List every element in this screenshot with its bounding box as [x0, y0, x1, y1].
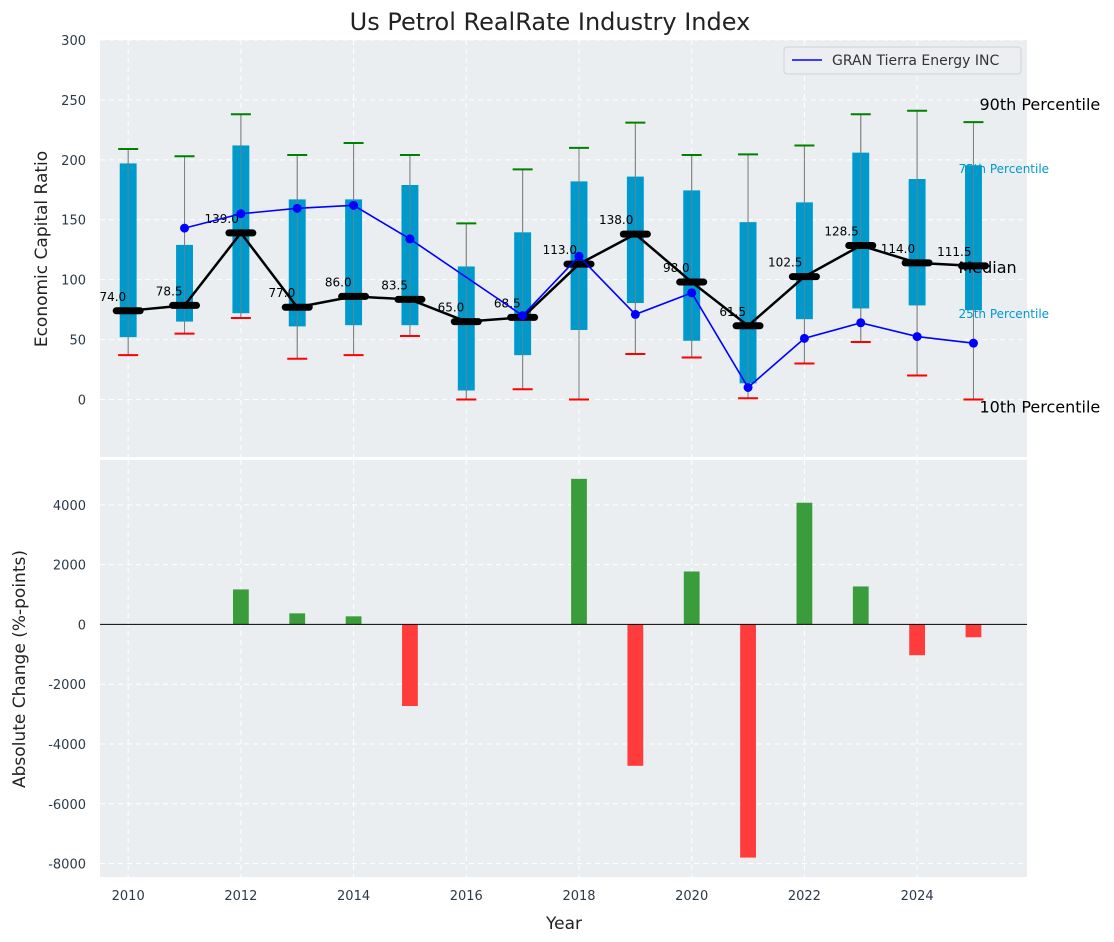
median-label: 128.5 — [824, 225, 858, 239]
median-label: 111.5 — [937, 245, 971, 259]
company-point — [405, 234, 415, 244]
x-tick-label: 2012 — [224, 889, 257, 904]
change-bar — [232, 589, 249, 625]
change-bar — [965, 624, 982, 638]
y-tick-label: -4000 — [48, 738, 86, 753]
legend: GRAN Tierra Energy INC — [783, 46, 1022, 75]
company-point — [630, 309, 640, 319]
x-tick-label: 2010 — [112, 889, 145, 904]
x-tick-label: 2024 — [901, 889, 934, 904]
change-bar — [852, 586, 869, 625]
top-ylabel: Economic Capital Ratio — [32, 151, 52, 347]
change-bar — [402, 624, 418, 707]
change-bar — [345, 616, 362, 625]
median-label: 138.0 — [599, 213, 633, 227]
median-label: 83.5 — [381, 278, 408, 292]
y-tick-label: 0 — [78, 618, 86, 633]
plot-background — [100, 460, 1027, 877]
y-tick-label: 4000 — [53, 499, 86, 514]
company-point — [912, 332, 922, 342]
y-tick-label: 0 — [78, 393, 86, 408]
change-bar — [289, 613, 306, 625]
median-label: 61.5 — [719, 305, 746, 319]
company-point — [349, 200, 359, 210]
annotation-p90: 90th Percentile — [979, 95, 1100, 114]
chart-title: Us Petrol RealRate Industry Index — [350, 8, 751, 36]
y-tick-label: 50 — [69, 334, 86, 349]
company-line — [184, 204, 974, 389]
x-tick-label: 2020 — [675, 889, 708, 904]
change-bar — [796, 502, 813, 625]
bottom-ylabel: Absolute Change (%-points) — [10, 550, 30, 788]
y-tick-label: -2000 — [48, 678, 86, 693]
x-tick-label: 2022 — [788, 889, 821, 904]
company-point — [856, 318, 866, 328]
company-point — [743, 383, 753, 392]
median-line — [128, 230, 974, 328]
legend-label: GRAN Tierra Energy INC — [832, 53, 999, 69]
change-bar — [571, 478, 587, 625]
y-tick-label: 2000 — [53, 559, 86, 574]
x-tick-label: 2018 — [562, 889, 595, 904]
x-tick-label: 2014 — [337, 889, 370, 904]
median-label: 77.0 — [269, 286, 296, 300]
median-label: 86.0 — [325, 275, 352, 289]
y-tick-label: 200 — [61, 154, 86, 169]
median-label: 114.0 — [881, 242, 915, 256]
company-point — [687, 288, 697, 298]
annotation-p25: 25th Percentile — [958, 307, 1049, 321]
y-tick-label: 300 — [61, 34, 86, 49]
company-point — [799, 333, 809, 343]
y-tick-label: -6000 — [48, 798, 86, 813]
change-bar — [627, 624, 644, 766]
median-label: 102.5 — [768, 256, 802, 270]
median-label: 65.0 — [438, 301, 465, 315]
company-point — [236, 209, 246, 219]
y-tick-label: -8000 — [48, 858, 86, 873]
median-label: 98.0 — [663, 261, 690, 275]
annotation-p10: 10th Percentile — [979, 397, 1100, 416]
median-label: 74.0 — [99, 290, 126, 304]
legend-box — [783, 46, 1022, 75]
company-point — [518, 311, 528, 321]
x-tick-label: 2016 — [450, 889, 483, 904]
company-point — [292, 203, 302, 213]
median-label: 113.0 — [543, 243, 577, 257]
company-point — [574, 251, 584, 261]
bottom-xlabel: Year — [545, 914, 582, 934]
change-bar — [740, 624, 756, 858]
y-tick-label: 250 — [61, 94, 86, 109]
median-label: 78.5 — [156, 284, 183, 298]
company-point — [180, 223, 190, 233]
change-bar — [909, 624, 926, 656]
y-tick-label: 100 — [61, 274, 86, 289]
bottom-plot: -8000 -6000 -4000 -2000 0 2000 4000 2010 2012 201… — [48, 460, 1027, 904]
company-point — [968, 338, 978, 348]
y-tick-label: 150 — [61, 214, 86, 229]
change-bar — [683, 571, 700, 625]
